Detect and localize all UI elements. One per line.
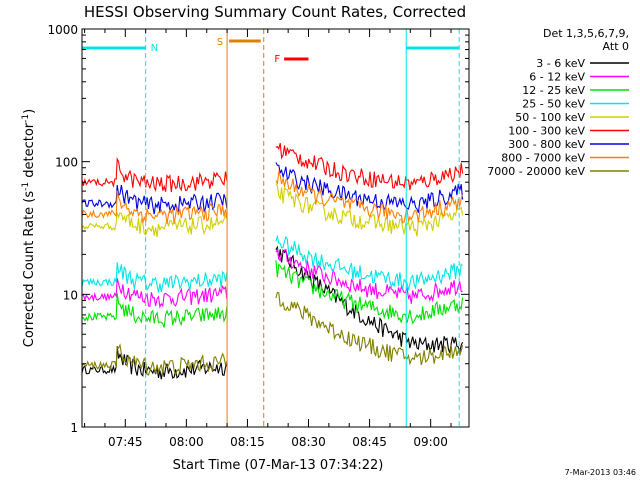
flare-label: F: [274, 54, 280, 65]
series-line-3-segment-2: [275, 260, 464, 325]
marker-layer: N S F: [82, 29, 460, 427]
series-line-5-segment-2: [275, 182, 464, 237]
series-line-1-segment-1: [81, 346, 228, 380]
legend-label-7: 300 - 800 keV: [508, 138, 585, 151]
legend-label-4: 25 - 50 keV: [522, 98, 585, 111]
chart-title: HESSI Observing Summary Count Rates, Cor…: [84, 3, 466, 21]
x-tick-label: 07:45: [108, 435, 143, 449]
x-tick-label: 08:00: [169, 435, 204, 449]
series-line-5-segment-1: [81, 212, 228, 237]
y-axis: 1 10 100 1000: [47, 23, 469, 435]
x-axis: 07:45 08:00 08:15 08:30 08:45 09:00: [84, 29, 452, 449]
series-line-7-segment-2: [275, 162, 464, 213]
footer-timestamp: 7-Mar-2013 03:46: [565, 468, 636, 477]
y-axis-label: Corrected Count Rate (s-1 detector-1): [21, 109, 37, 347]
x-tick-label: 08:45: [352, 435, 387, 449]
y-axis-label-mid: detector: [22, 122, 37, 182]
x-axis-label: Start Time (07-Mar-13 07:34:22): [173, 458, 384, 473]
series-layer: [81, 142, 464, 380]
x-tick-label: 09:00: [413, 435, 448, 449]
series-line-1-segment-2: [275, 245, 464, 354]
series-line-4-segment-1: [81, 262, 228, 293]
series-line-6-segment-2: [275, 142, 464, 191]
series-line-2-segment-1: [81, 278, 228, 309]
y-axis-label-end: ): [22, 109, 37, 114]
legend-title-1: Det 1,3,5,6,7,9,: [543, 27, 629, 40]
y-tick-label: 1: [70, 421, 78, 435]
y-axis-label-sup1: -1: [21, 182, 31, 191]
x-tick-label: 08:30: [291, 435, 326, 449]
legend-label-5: 50 - 100 keV: [515, 111, 585, 124]
legend-label-6: 100 - 300 keV: [508, 125, 585, 138]
y-axis-label-sup2: -1: [21, 114, 31, 123]
x-tick-label: 08:15: [230, 435, 265, 449]
series-line-8-segment-2: [275, 169, 464, 224]
plot-frame: [81, 28, 470, 428]
legend-label-8: 800 - 7000 keV: [501, 152, 585, 165]
legend-label-3: 12 - 25 keV: [522, 84, 585, 97]
legend-title-2: Att 0: [603, 40, 629, 53]
series-line-8-segment-1: [81, 190, 228, 224]
y-axis-label-main: Corrected Count Rate (s: [22, 191, 37, 348]
night-label: N: [151, 43, 158, 54]
series-line-7-segment-1: [81, 184, 228, 215]
y-tick-label: 10: [63, 288, 78, 302]
y-tick-label: 100: [55, 156, 78, 170]
legend-label-1: 3 - 6 keV: [536, 57, 585, 70]
legend-label-9: 7000 - 20000 keV: [487, 165, 585, 178]
series-line-4-segment-2: [275, 234, 463, 291]
series-line-6-segment-1: [81, 156, 228, 193]
series-line-9-segment-1: [81, 343, 228, 376]
series-line-3-segment-1: [81, 292, 228, 328]
y-tick-label: 1000: [47, 23, 78, 37]
series-line-2-segment-2: [275, 247, 463, 304]
saa-label: S: [217, 37, 223, 48]
legend-label-2: 6 - 12 keV: [529, 71, 585, 84]
series-line-9-segment-2: [275, 291, 464, 366]
